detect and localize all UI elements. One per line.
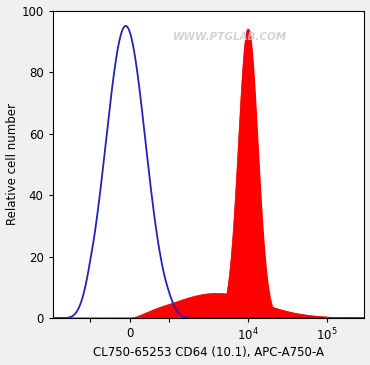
Text: WWW.PTGLAB.COM: WWW.PTGLAB.COM <box>173 32 287 42</box>
Y-axis label: Relative cell number: Relative cell number <box>6 103 18 225</box>
X-axis label: CL750-65253 CD64 (10.1), APC-A750-A: CL750-65253 CD64 (10.1), APC-A750-A <box>93 346 324 360</box>
